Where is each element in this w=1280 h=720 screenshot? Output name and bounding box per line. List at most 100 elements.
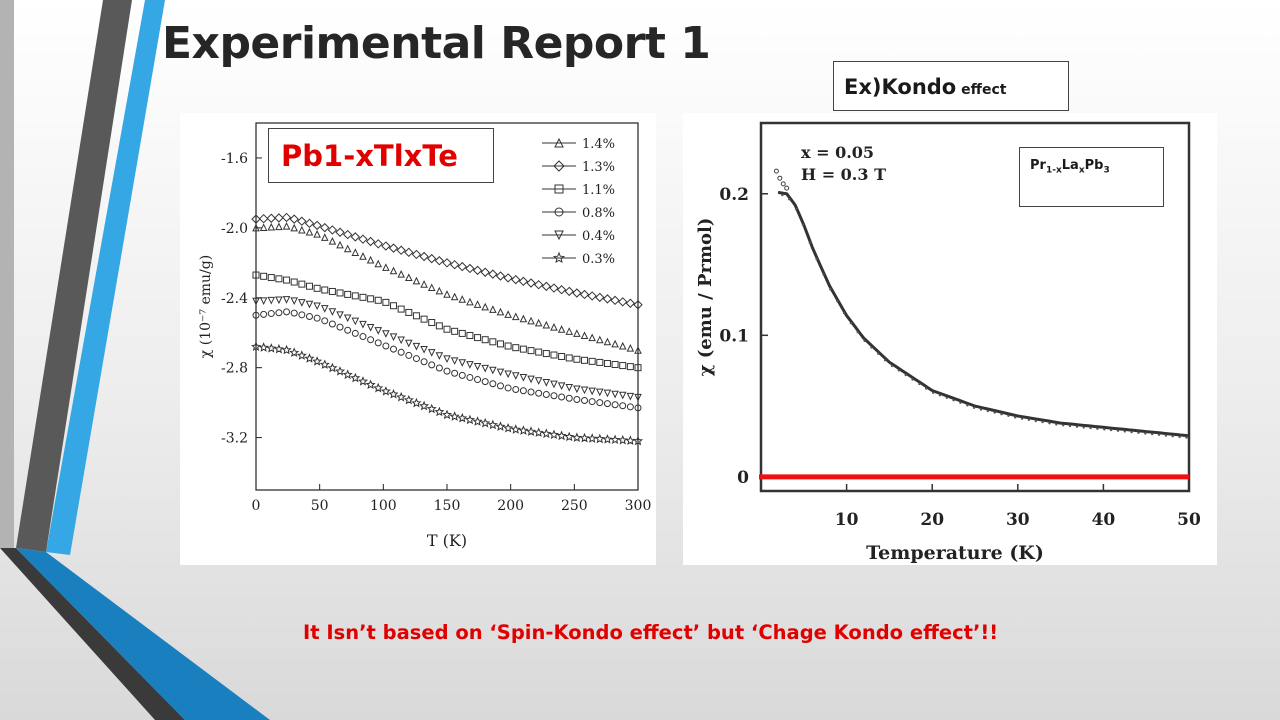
data-point	[1164, 434, 1168, 437]
legend-label: 1.3%	[582, 160, 615, 175]
data-point	[458, 295, 467, 303]
data-point	[541, 428, 552, 439]
formula-subscript: 1-x	[1045, 165, 1062, 176]
data-point	[1055, 423, 1058, 426]
data-point	[267, 274, 275, 282]
data-point	[480, 267, 490, 277]
deco-bar-dark	[16, 0, 132, 552]
legend-marker	[552, 251, 566, 264]
data-point	[495, 271, 506, 281]
data-point	[594, 433, 605, 444]
data-point	[304, 353, 315, 363]
data-point	[496, 340, 504, 348]
data-point	[320, 233, 329, 241]
data-point	[466, 332, 474, 340]
data-point	[328, 308, 337, 316]
legend-marker	[553, 160, 565, 172]
data-point	[275, 296, 283, 305]
data-point	[281, 344, 292, 355]
legend-marker	[554, 207, 564, 217]
legend-label: 0.4%	[582, 229, 615, 244]
data-point	[419, 251, 429, 262]
chart-kondo-susceptibility: 10 20 30 40 50 0 0.1 0.2 Temperature (K) χ (emu /…	[695, 121, 1201, 564]
data-point	[1096, 427, 1099, 430]
data-point	[801, 223, 805, 227]
data-point	[904, 373, 907, 377]
data-point	[312, 220, 322, 231]
data-point	[420, 345, 428, 354]
data-point	[388, 389, 399, 399]
data-point	[351, 317, 360, 326]
data-point	[918, 382, 921, 386]
data-point	[472, 265, 483, 276]
data-point	[420, 315, 428, 323]
data-point	[602, 434, 613, 444]
data-point	[351, 292, 359, 300]
data-point	[503, 423, 514, 433]
data-point	[260, 272, 268, 280]
data-point	[542, 391, 550, 399]
data-point	[405, 351, 413, 359]
data-point	[580, 386, 589, 395]
data-point	[428, 361, 436, 369]
data-point	[251, 341, 261, 351]
data-point	[374, 327, 383, 335]
data-point	[595, 292, 605, 303]
data-point	[282, 222, 291, 230]
formula-subscript: x	[1078, 165, 1085, 176]
data-point	[788, 198, 791, 201]
data-point	[979, 408, 983, 411]
data-point	[1041, 420, 1044, 424]
x-tick-label: 50	[311, 498, 329, 514]
data-point	[359, 333, 367, 341]
data-point	[518, 425, 529, 435]
data-point	[351, 329, 359, 337]
data-point	[527, 316, 535, 325]
data-point	[350, 232, 361, 242]
data-point	[527, 375, 535, 384]
data-point	[365, 236, 376, 247]
data-point	[458, 329, 466, 337]
data-point	[634, 404, 642, 412]
y-tick-label: -1.6	[221, 151, 248, 167]
legend-marker	[554, 230, 564, 241]
data-point	[343, 244, 352, 253]
data-point	[587, 433, 598, 443]
data-point	[275, 222, 283, 231]
data-point	[619, 402, 627, 410]
data-point	[344, 326, 352, 334]
data-point	[1027, 418, 1031, 421]
data-point	[441, 409, 453, 420]
data-point	[367, 336, 375, 344]
data-point	[526, 278, 536, 288]
data-point	[966, 404, 969, 407]
data-point	[496, 382, 504, 390]
data-point	[611, 361, 619, 369]
y-tick-label: -2.8	[221, 361, 248, 377]
data-point	[1034, 419, 1037, 423]
chart-susceptibility-vs-temperature: 0 50 100 150 200 250 300 -1.6 -2.0 -2.4 -2.8 -3.2 T …	[198, 122, 651, 550]
data-point	[533, 427, 544, 437]
data-point	[282, 296, 291, 304]
data-point	[588, 387, 596, 396]
formula-part: Pb	[1084, 158, 1104, 173]
data-point	[1137, 431, 1140, 434]
data-point	[495, 421, 506, 431]
data-series	[252, 308, 642, 412]
data-point	[1171, 435, 1174, 438]
data-point	[435, 352, 444, 360]
formula-part: Pr	[1030, 158, 1046, 173]
data-point	[602, 294, 613, 304]
data-point	[580, 331, 589, 340]
data-point	[533, 279, 544, 290]
data-point	[564, 286, 574, 297]
data-point	[328, 237, 337, 245]
data-point	[252, 223, 260, 232]
data-point	[626, 363, 634, 371]
data-point	[489, 380, 497, 388]
data-point	[489, 338, 497, 346]
data-point	[473, 362, 482, 371]
data-point	[1157, 433, 1161, 436]
data-point	[313, 302, 321, 311]
data-point-low-temp	[773, 168, 779, 174]
